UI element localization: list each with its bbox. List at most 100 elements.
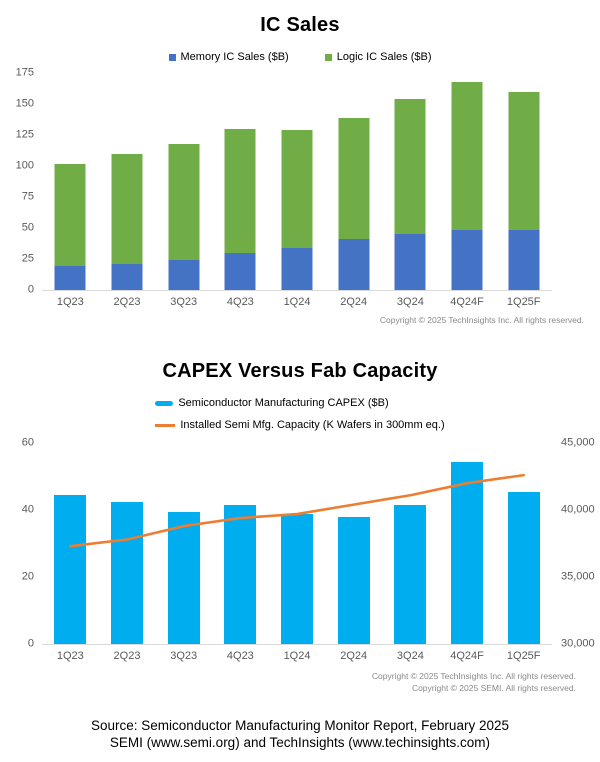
x-axis-tick-label: 1Q24 xyxy=(283,650,311,663)
x-axis-tick-label: 2Q24 xyxy=(340,650,368,663)
logic-bar-segment xyxy=(168,143,200,261)
bar-column xyxy=(495,73,552,290)
right-y-axis-tick-label: 35,000 xyxy=(561,570,595,583)
y-axis-tick-label: 50 xyxy=(21,221,34,234)
memory-bar-segment xyxy=(451,230,483,290)
y-axis-tick-label: 75 xyxy=(21,190,34,203)
right-y-axis-tick-label: 30,000 xyxy=(561,637,595,650)
capex-bar xyxy=(281,513,314,645)
bar-column xyxy=(382,73,439,290)
memory-bar-segment xyxy=(54,266,86,290)
y-axis-tick-label: 0 xyxy=(27,283,34,296)
chart2-title: CAPEX Versus Fab Capacity xyxy=(162,360,438,383)
legend-item: Semiconductor Manufacturing CAPEX ($B) xyxy=(155,397,444,409)
capacity-line-swatch-icon xyxy=(155,423,176,427)
logic-bar-segment xyxy=(111,153,143,264)
chart2-plot-area: 0 20 40 60 30,000 35,000 40,000 45,000 xyxy=(22,437,595,649)
left-y-axis-tick-label: 40 xyxy=(21,503,34,516)
bar-column xyxy=(495,443,552,645)
memory-bar-segment xyxy=(168,260,200,290)
chart2-x-axis: 1Q23 2Q23 3Q23 4Q23 1Q24 2Q24 3Q24 4Q24F 1Q25F xyxy=(42,650,552,662)
chart1-title: IC Sales xyxy=(260,14,340,36)
legend-item: Installed Semi Mfg. Capacity (K Wafers i… xyxy=(155,419,445,432)
bar-column xyxy=(439,443,496,645)
logic-bar-segment xyxy=(338,117,370,240)
capex-bar xyxy=(507,492,540,645)
capex-bar xyxy=(394,505,427,645)
chart2-copyright: Copyright © 2025 TechInsights Inc. All r… xyxy=(0,671,576,694)
capex-bar xyxy=(54,495,87,645)
legend-swatch-icon xyxy=(168,53,176,61)
x-axis-tick-label: 3Q24 xyxy=(396,296,424,308)
x-axis-tick-label: 1Q23 xyxy=(56,296,84,308)
x-axis-tick-label: 3Q24 xyxy=(396,650,424,663)
logic-bar-segment xyxy=(281,130,313,248)
x-axis-tick-label: 1Q23 xyxy=(56,650,84,663)
chart2-legend: Semiconductor Manufacturing CAPEX ($B) In… xyxy=(155,397,445,432)
memory-bar-segment xyxy=(508,230,540,290)
capex-bar xyxy=(167,512,200,645)
chart2-copyright-line2: Copyright © 2025 SEMI. All rights reserv… xyxy=(411,682,576,693)
chart1-plot-area: 0 25 50 75 100 125 150 175 xyxy=(16,67,552,295)
bar-column xyxy=(325,73,382,290)
legend-item: Logic IC Sales ($B) xyxy=(324,51,431,63)
capex-bar xyxy=(224,505,257,645)
bar-column xyxy=(42,73,99,290)
x-axis-tick-label: 4Q23 xyxy=(226,296,254,308)
y-axis-tick-label: 25 xyxy=(21,252,34,265)
x-axis-tick-label: 3Q23 xyxy=(170,650,198,663)
capex-bar xyxy=(337,517,370,645)
chart1-copyright: Copyright © 2025 TechInsights Inc. All r… xyxy=(379,315,584,325)
y-axis-tick-label: 100 xyxy=(15,159,34,172)
chart2-bars xyxy=(42,443,552,645)
bar-column xyxy=(155,443,212,645)
x-axis-tick-label: 3Q23 xyxy=(170,296,198,308)
memory-bar-segment xyxy=(111,263,143,290)
legend-item: Memory IC Sales ($B) xyxy=(168,51,289,63)
left-y-axis-tick-label: 20 xyxy=(21,570,34,583)
x-axis-tick-label: 2Q24 xyxy=(340,296,368,308)
legend-label: Installed Semi Mfg. Capacity (K Wafers i… xyxy=(180,419,445,432)
chart1-x-axis: 1Q23 2Q23 3Q23 4Q23 1Q24 2Q24 3Q24 4Q24F 1Q25F xyxy=(42,296,552,308)
capex-bar xyxy=(111,502,143,645)
right-y-axis-tick-label: 45,000 xyxy=(561,436,595,449)
left-y-axis-tick-label: 60 xyxy=(21,436,34,449)
x-axis-tick-label: 4Q24F xyxy=(450,296,484,308)
x-axis-tick-label: 1Q24 xyxy=(283,296,311,308)
x-axis-tick-label: 4Q23 xyxy=(226,650,254,663)
right-y-axis-tick-label: 40,000 xyxy=(561,503,595,516)
footer-source-line2: SEMI (www.semi.org) and TechInsights (ww… xyxy=(109,734,491,750)
logic-bar-segment xyxy=(451,81,483,231)
bar-column xyxy=(212,443,269,645)
legend-label: Memory IC Sales ($B) xyxy=(180,51,289,63)
capex-bar-swatch-icon xyxy=(155,400,174,406)
chart1-legend: Memory IC Sales ($B) Logic IC Sales ($B) xyxy=(0,51,600,63)
x-axis-tick-label: 4Q24F xyxy=(450,650,484,663)
source-footer: Source: Semiconductor Manufacturing Moni… xyxy=(0,718,600,751)
capex-fab-capacity-chart: CAPEX Versus Fab Capacity Semiconductor … xyxy=(0,326,600,694)
logic-bar-segment xyxy=(508,91,540,231)
logic-bar-segment xyxy=(54,163,86,267)
bar-column xyxy=(99,73,156,290)
bar-column xyxy=(42,443,99,645)
y-axis-tick-label: 175 xyxy=(15,66,34,79)
bar-column xyxy=(99,443,156,645)
memory-bar-segment xyxy=(224,252,256,290)
memory-bar-segment xyxy=(338,239,370,290)
y-axis-tick-label: 150 xyxy=(15,97,34,110)
bar-column xyxy=(269,443,326,645)
logic-bar-segment xyxy=(224,128,256,253)
chart1-bars xyxy=(42,73,552,290)
y-axis-tick-label: 125 xyxy=(15,128,34,141)
legend-swatch-icon xyxy=(324,53,332,61)
memory-bar-segment xyxy=(394,234,426,290)
bar-column xyxy=(155,73,212,290)
capex-bar xyxy=(451,461,484,645)
logic-bar-segment xyxy=(394,99,426,235)
bar-column xyxy=(382,443,439,645)
x-axis-tick-label: 2Q23 xyxy=(113,296,141,308)
bar-column xyxy=(212,73,269,290)
bar-column xyxy=(439,73,496,290)
chart2-copyright-line1: Copyright © 2025 TechInsights Inc. All r… xyxy=(371,671,576,682)
x-axis-tick-label: 2Q23 xyxy=(113,650,141,663)
